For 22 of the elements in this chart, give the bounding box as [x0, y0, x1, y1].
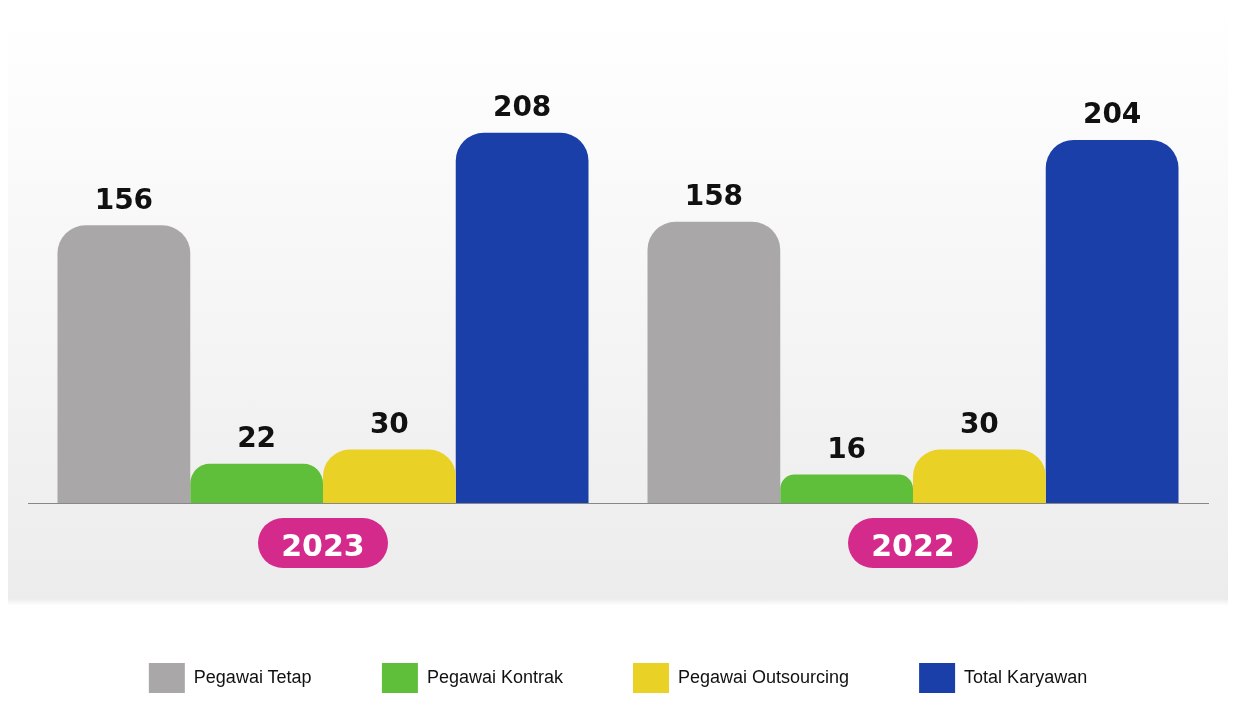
- data-label: 158: [684, 179, 744, 213]
- data-label: 30: [369, 406, 409, 440]
- bar: [323, 449, 456, 503]
- bar: [57, 225, 191, 503]
- data-label: 16: [827, 431, 867, 465]
- bar: [1045, 139, 1179, 503]
- legend-label: Pegawai Kontrak: [426, 666, 564, 687]
- data-label: 204: [1082, 97, 1142, 131]
- data-label: 30: [959, 406, 999, 440]
- data-label: 208: [492, 90, 552, 124]
- legend-label: Total Karyawan: [964, 666, 1088, 687]
- data-label: 156: [94, 182, 154, 216]
- bar: [780, 474, 913, 503]
- legend-label: Pegawai Tetap: [193, 666, 312, 687]
- bar: [455, 132, 589, 503]
- x-tick-label: 2023: [281, 527, 365, 563]
- legend-label: Pegawai Outsourcing: [678, 666, 850, 687]
- bar: [647, 221, 781, 503]
- x-tick-label: 2022: [871, 527, 955, 563]
- data-label: 22: [237, 421, 277, 455]
- bar: [913, 449, 1046, 503]
- bar: [190, 463, 323, 503]
